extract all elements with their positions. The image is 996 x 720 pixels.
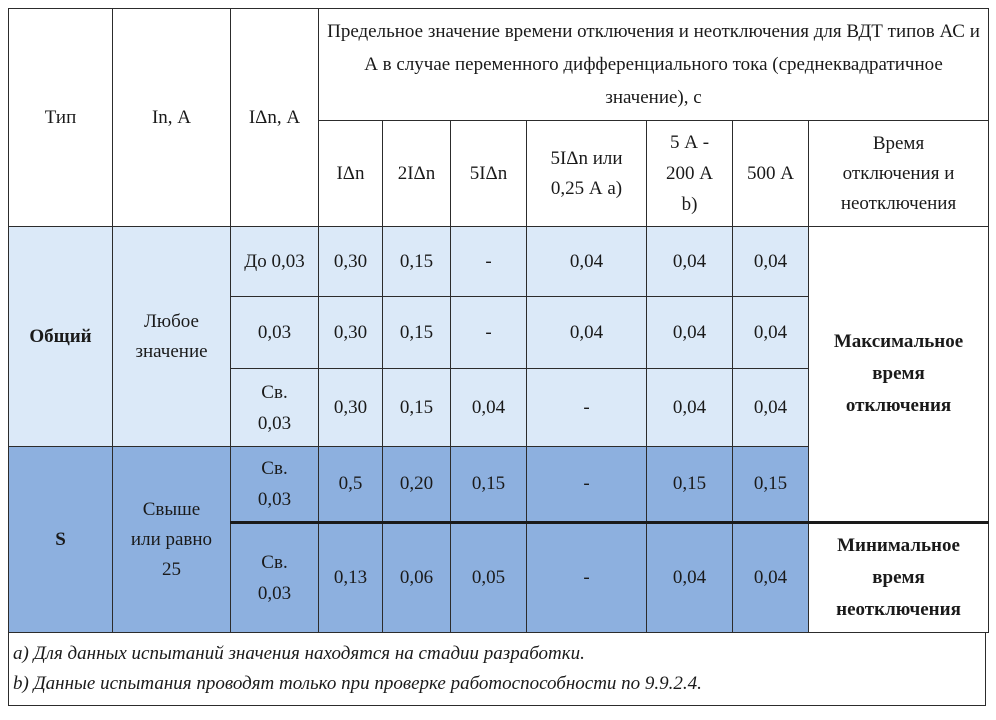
footnotes: a) Для данных испытаний значения находят…: [8, 633, 986, 706]
header-type: Тип: [8, 8, 113, 227]
in-s: Свыше или равно 25: [112, 446, 231, 633]
idn-cell-line2: 0,03: [257, 489, 292, 510]
value-cell: 0,04: [732, 296, 809, 369]
document-table: Тип In, А IΔn, А Предельное значение вре…: [8, 8, 990, 712]
value-cell: -: [526, 446, 647, 523]
idn-cell: До 0,03: [230, 226, 319, 297]
header-col-2idn: 2IΔn: [382, 120, 451, 227]
note-min-no-trip-line3: неотключения: [836, 599, 961, 620]
header-col-time-line1: Время: [872, 132, 925, 154]
idn-cell: Св. 0,03: [230, 368, 319, 447]
in-s-line3: 25: [162, 558, 181, 580]
note-min-no-trip-line2: время: [872, 567, 925, 588]
header-idn: IΔn, А: [230, 8, 319, 227]
in-general-line2: значение: [135, 340, 208, 362]
value-cell: 0,04: [526, 226, 647, 297]
value-cell: 0,15: [382, 226, 451, 297]
type-general: Общий: [8, 226, 113, 447]
value-cell: 0,30: [318, 296, 383, 369]
note-max-trip-line3: отключения: [845, 395, 952, 416]
idn-cell-line1: Св.: [261, 552, 288, 573]
in-s-line2: или равно: [130, 528, 213, 550]
value-cell: 0,04: [732, 226, 809, 297]
value-cell: 0,15: [382, 368, 451, 447]
header-col-time-line3: неотключения: [840, 192, 957, 214]
value-cell: 0,15: [646, 446, 733, 523]
header-col-time-line2: отключения и: [842, 162, 955, 184]
value-cell: 0,15: [450, 446, 527, 523]
idn-cell: 0,03: [230, 296, 319, 369]
header-col-5-200a: 5 А - 200 А b): [646, 120, 733, 227]
value-cell: 0,5: [318, 446, 383, 523]
note-max-trip-line2: время: [872, 363, 925, 384]
header-col-5idn: 5IΔn: [450, 120, 527, 227]
header-col-5-200a-line2: 200 А: [666, 163, 713, 184]
idn-cell-line2: 0,03: [257, 583, 292, 604]
header-col-5-200a-line1: 5 А -: [669, 132, 710, 153]
value-cell: 0,05: [450, 521, 527, 633]
note-min-no-trip-line1: Минимальное: [837, 535, 960, 556]
value-cell: 0,15: [382, 296, 451, 369]
header-group: Предельное значение времени отключения и…: [317, 8, 990, 121]
value-cell: 0,04: [450, 368, 527, 447]
value-cell: -: [450, 296, 527, 369]
value-cell: 0,15: [732, 446, 809, 523]
header-col-5idn-or-025-line1: 5IΔn или: [550, 147, 623, 169]
trip-time-table: Тип In, А IΔn, А Предельное значение вре…: [8, 8, 990, 633]
value-cell: 0,30: [318, 368, 383, 447]
value-cell: 0,04: [646, 296, 733, 369]
idn-cell-line1: Св.: [261, 381, 288, 403]
value-cell: 0,04: [646, 521, 733, 633]
value-cell: 0,13: [318, 521, 383, 633]
idn-cell-line2: 0,03: [257, 412, 292, 434]
idn-cell-line1: Св.: [261, 458, 288, 479]
in-general: Любое значение: [112, 226, 231, 447]
note-max-trip: Максимальное время отключения: [807, 226, 990, 523]
header-col-500a: 500 А: [732, 120, 809, 227]
footnote-a: a) Для данных испытаний значения находят…: [13, 643, 585, 664]
value-cell: 0,30: [318, 226, 383, 297]
header-in: In, А: [112, 8, 231, 227]
value-cell: 0,20: [382, 446, 451, 523]
idn-cell: Св. 0,03: [230, 521, 319, 633]
footnote-b: b) Данные испытания проводят только при …: [13, 673, 702, 694]
header-col-time: Время отключения и неотключения: [807, 120, 990, 227]
value-cell: -: [526, 521, 647, 633]
value-cell: -: [526, 368, 647, 447]
type-s: S: [8, 446, 113, 633]
idn-cell: Св. 0,03: [230, 446, 319, 523]
value-cell: -: [450, 226, 527, 297]
in-s-line1: Свыше: [142, 498, 201, 520]
in-general-line1: Любое: [144, 310, 199, 332]
value-cell: 0,04: [732, 368, 809, 447]
header-col-5idn-or-025: 5IΔn или 0,25 А a): [526, 120, 647, 227]
value-cell: 0,04: [646, 368, 733, 447]
value-cell: 0,06: [382, 521, 451, 633]
value-cell: 0,04: [646, 226, 733, 297]
note-max-trip-line1: Максимальное: [833, 331, 964, 352]
value-cell: 0,04: [732, 521, 809, 633]
header-col-idn: IΔn: [318, 120, 383, 227]
note-min-no-trip: Минимальное время неотключения: [807, 521, 990, 633]
header-col-5idn-or-025-line2: 0,25 А a): [550, 177, 623, 199]
header-col-5-200a-line3: b): [681, 194, 698, 215]
value-cell: 0,04: [526, 296, 647, 369]
